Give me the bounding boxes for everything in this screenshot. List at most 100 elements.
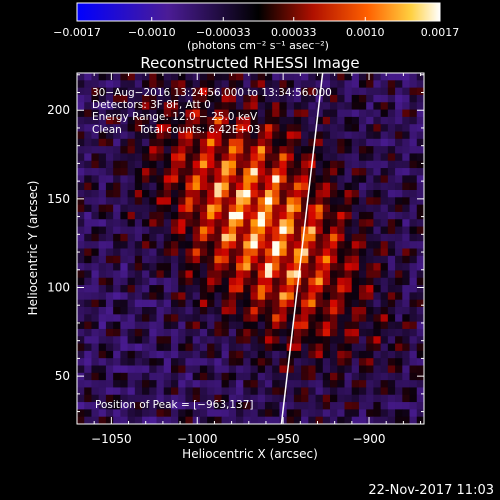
heatmap-cell [243, 116, 251, 125]
heatmap-cell [264, 241, 273, 249]
heatmap-cell [91, 241, 100, 249]
heatmap-cell [279, 336, 288, 344]
heatmap-cell [170, 73, 179, 81]
heatmap-cell [272, 307, 280, 315]
heatmap-cell [264, 190, 273, 198]
heatmap-cell [142, 270, 150, 279]
heatmap-cell [113, 380, 121, 388]
colorbar-tick-label: 0.00033 [271, 26, 317, 39]
heatmap-cell [358, 409, 367, 418]
heatmap-cell [77, 248, 85, 257]
heatmap-cell [322, 226, 331, 235]
heatmap-cell [243, 204, 251, 213]
heatmap-cell [98, 102, 107, 110]
heatmap-cell [178, 146, 186, 154]
heatmap-cell [149, 175, 157, 184]
heatmap-cell [142, 387, 150, 396]
heatmap-cell [257, 387, 266, 396]
heatmap-cell [308, 409, 316, 418]
heatmap-cell [366, 321, 374, 330]
heatmap-cell [149, 263, 157, 271]
heatmap-cell [170, 299, 179, 308]
heatmap-cell [264, 387, 273, 396]
heatmap-cell [228, 116, 237, 125]
heatmap-cell [149, 365, 157, 374]
heatmap-cell [192, 358, 201, 366]
heatmap-cell [322, 380, 331, 388]
heatmap-cell [170, 94, 179, 103]
heatmap-cell [366, 248, 374, 257]
heatmap-cell [380, 402, 389, 410]
heatmap-cell [293, 160, 302, 169]
heatmap-cell [207, 248, 215, 257]
heatmap-cell [257, 94, 266, 103]
colorbar-tick-label: 0.0017 [421, 26, 460, 39]
heatmap-cell [272, 211, 280, 220]
heatmap-cell [149, 402, 157, 410]
heatmap-cell [409, 321, 418, 330]
heatmap-cell [243, 365, 251, 374]
heatmap-cell [351, 80, 360, 89]
heatmap-cell [236, 416, 244, 424]
heatmap-cell [293, 350, 302, 359]
heatmap-cell [228, 358, 237, 366]
heatmap-cell [163, 131, 172, 140]
heatmap-cell [243, 124, 251, 132]
heatmap-cell [113, 307, 121, 315]
heatmap-cell [301, 402, 309, 410]
heatmap-cell [185, 409, 194, 418]
heatmap-cell [163, 372, 172, 381]
heatmap-cell [163, 299, 172, 308]
heatmap-cell [395, 233, 403, 242]
heatmap-cell [279, 131, 288, 140]
heatmap-cell [113, 321, 121, 330]
heatmap-cell [243, 402, 251, 410]
heatmap-cell [192, 87, 201, 96]
heatmap-cell [373, 336, 382, 344]
heatmap-cell [301, 124, 309, 132]
heatmap-cell [286, 372, 295, 381]
heatmap-cell [387, 321, 396, 330]
heatmap-cell [322, 211, 331, 220]
heatmap-cell [185, 80, 194, 89]
heatmap-cell [293, 358, 302, 366]
heatmap-cell [84, 263, 92, 271]
heatmap-cell [409, 138, 418, 147]
heatmap-cell [416, 402, 424, 410]
heatmap-cell [221, 241, 230, 249]
heatmap-cell [149, 277, 157, 286]
heatmap-cell [344, 219, 353, 227]
heatmap-cell [272, 248, 280, 257]
heatmap-cell [279, 146, 288, 154]
heatmap-cell [387, 416, 396, 424]
heatmap-cell [199, 153, 208, 162]
heatmap-cell [170, 321, 179, 330]
heatmap-cell [77, 285, 85, 293]
heatmap-cell [373, 80, 382, 89]
heatmap-cell [387, 328, 396, 337]
heatmap-cell [330, 343, 338, 352]
heatmap-cell [366, 138, 374, 147]
heatmap-cell [416, 292, 424, 301]
heatmap-cell [156, 314, 165, 323]
heatmap-cell [409, 416, 418, 424]
heatmap-cell [127, 314, 136, 323]
heatmap-cell [322, 350, 331, 359]
heatmap-cell [337, 233, 345, 242]
heatmap-cell [199, 175, 208, 184]
heatmap-cell [199, 248, 208, 257]
heatmap-cell [380, 255, 389, 264]
heatmap-cell [366, 160, 374, 169]
heatmap-cell [373, 124, 382, 132]
heatmap-cell [301, 211, 309, 220]
heatmap-cell [315, 219, 324, 227]
heatmap-cell [322, 131, 331, 140]
heatmap-cell [293, 94, 302, 103]
heatmap-cell [301, 175, 309, 184]
heatmap-cell [185, 190, 194, 198]
heatmap-cell [149, 409, 157, 418]
heatmap-cell [105, 336, 114, 344]
heatmap-cell [366, 372, 374, 381]
heatmap-cell [257, 233, 266, 242]
heatmap-cell [315, 226, 324, 235]
